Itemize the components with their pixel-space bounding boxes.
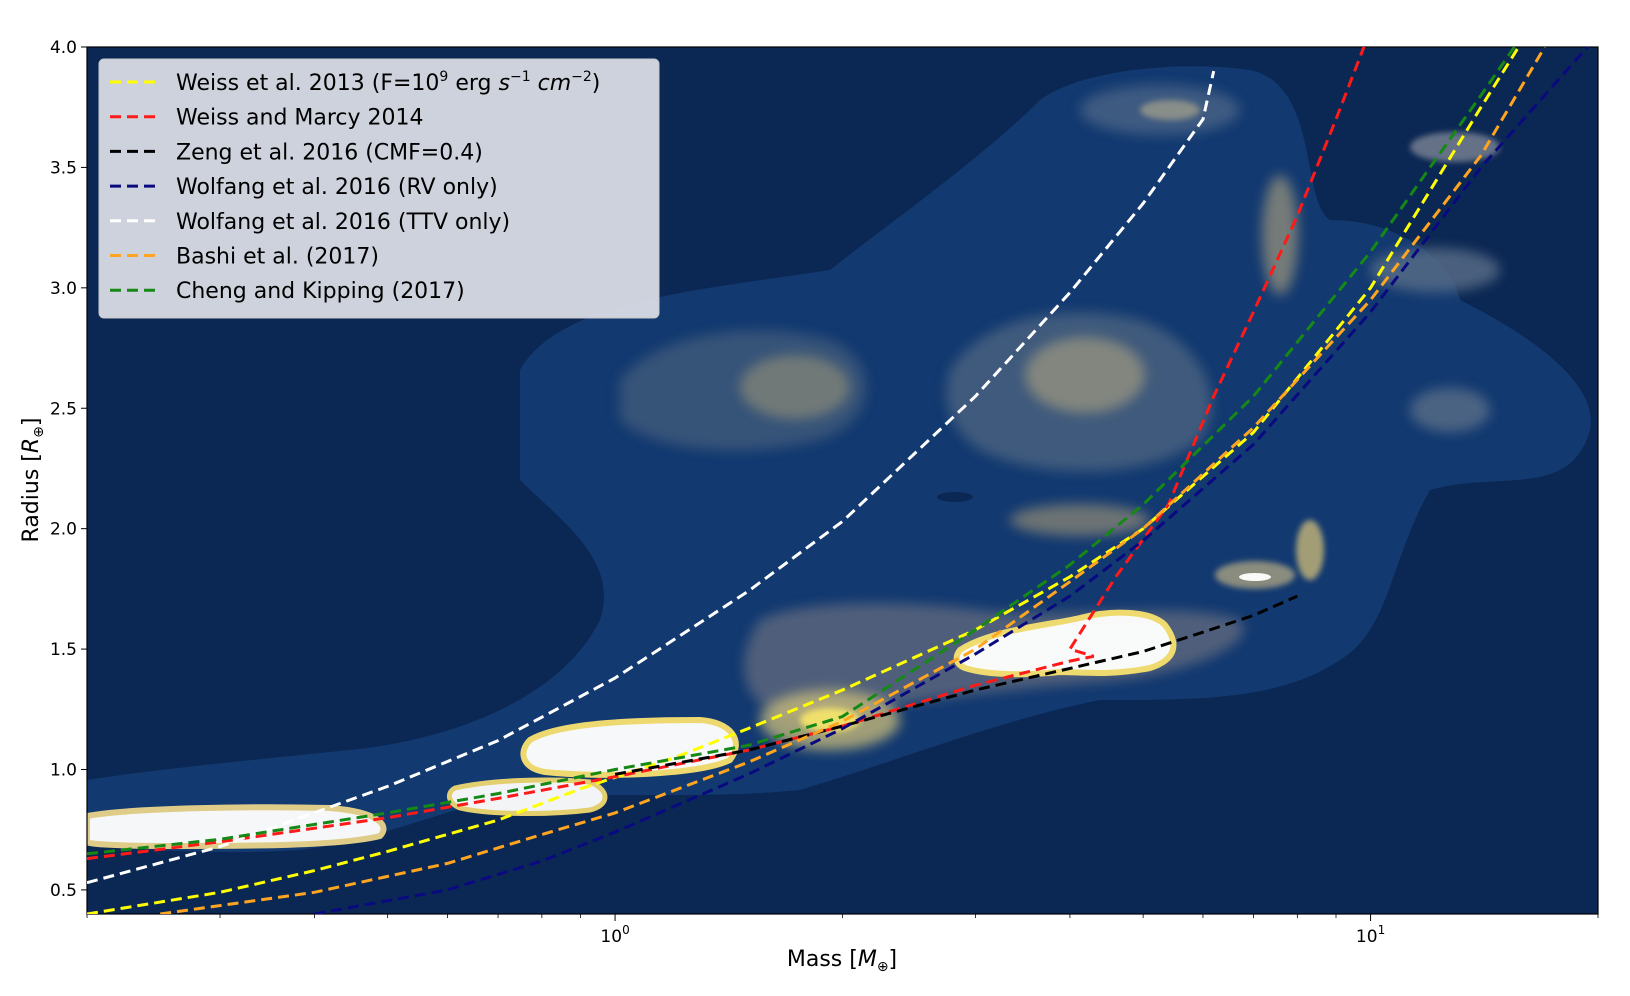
y-tick-label-2: 1.5 — [50, 640, 77, 660]
series-line-3 — [314, 47, 1590, 914]
x-tick-label-0: 100 — [600, 923, 629, 947]
legend-label-3: Wolfang et al. 2016 (RV only) — [176, 175, 498, 200]
series-layer — [87, 47, 1590, 914]
y-tick-label-1: 1.0 — [50, 761, 77, 781]
y-axis-title: Radius [R⊕] — [19, 418, 47, 543]
legend-label-5: Bashi et al. (2017) — [176, 245, 379, 270]
series-line-2 — [614, 594, 1299, 776]
y-tick-label-0: 0.5 — [50, 881, 77, 901]
series-line-6 — [87, 47, 1516, 856]
legend-label-0: Weiss et al. 2013 (F=109 erg s−1 cm−2) — [176, 69, 600, 96]
y-tick-label-5: 3.0 — [50, 279, 77, 299]
legend-label-6: Cheng and Kipping (2017) — [176, 279, 465, 304]
legend-label-2: Zeng et al. 2016 (CMF=0.4) — [176, 140, 483, 165]
legend-label-1: Weiss and Marcy 2014 — [176, 106, 424, 131]
legend: Weiss et al. 2013 (F=109 erg s−1 cm−2) We… — [98, 58, 660, 319]
y-tick-label-7: 4.0 — [50, 38, 77, 58]
x-axis: 100 101 — [86, 914, 1599, 947]
series-line-4 — [87, 70, 1216, 885]
legend-label-4: Wolfang et al. 2016 (TTV only) — [176, 210, 510, 235]
y-axis: 0.5 1.0 1.5 2.0 2.5 3.0 3.5 4.0 — [50, 38, 87, 901]
x-axis-title: Mass [M⊕] — [787, 947, 897, 975]
y-tick-label-4: 2.5 — [50, 399, 77, 419]
legend-box — [98, 58, 660, 319]
y-tick-label-3: 2.0 — [50, 520, 77, 540]
series-line-0 — [87, 47, 1520, 914]
x-tick-label-1: 101 — [1356, 923, 1385, 947]
density-contours — [87, 66, 1591, 853]
y-tick-label-6: 3.5 — [50, 158, 77, 178]
series-line-1 — [87, 47, 1366, 861]
series-line-5 — [159, 47, 1546, 914]
